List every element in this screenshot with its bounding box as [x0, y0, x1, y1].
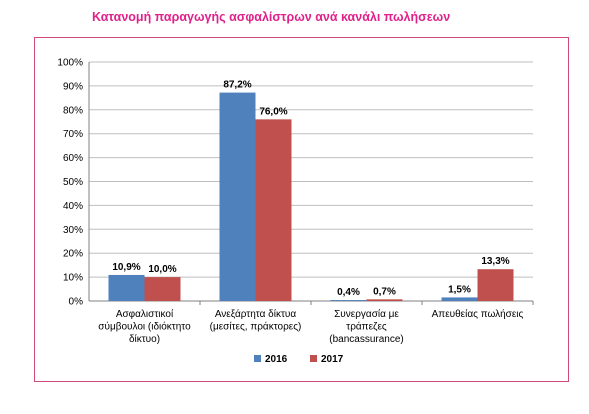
data-label: 13,3%: [481, 256, 509, 267]
data-label: 1,5%: [448, 284, 471, 295]
y-tick-label: 70%: [63, 129, 83, 140]
bar-2016: [441, 297, 478, 301]
y-tick-label: 40%: [63, 201, 83, 212]
y-tick-label: 90%: [63, 81, 83, 92]
legend-label: 2016: [265, 354, 288, 365]
category-label: τράπεζες: [346, 321, 387, 333]
bar-2017: [366, 299, 403, 301]
data-label: 87,2%: [223, 80, 251, 91]
y-tick-label: 10%: [63, 273, 83, 284]
category-label: Ανεξάρτητα δίκτυα: [215, 308, 297, 320]
bar-2017: [477, 269, 514, 301]
category-label: σύμβουλοι (ιδιόκτητο: [98, 321, 191, 333]
y-tick-label: 0%: [69, 297, 84, 308]
data-label: 0,4%: [337, 287, 360, 298]
bar-2016: [108, 274, 145, 301]
y-tick-label: 20%: [63, 249, 83, 260]
legend-swatch-2016: [254, 355, 261, 362]
data-label: 76,0%: [259, 106, 287, 117]
legend-label: 2017: [321, 354, 344, 365]
category-label: (μεσίτες, πράκτορες): [210, 321, 302, 333]
category-label: (bancassurance): [329, 334, 403, 345]
data-label: 10,0%: [148, 264, 176, 275]
y-tick-label: 80%: [63, 105, 83, 116]
bar-2016: [219, 92, 256, 301]
chart-title: Κατανομή παραγωγής ασφαλίστρων ανά κανάλ…: [92, 10, 451, 24]
legend-swatch-2017: [310, 355, 317, 362]
y-tick-label: 60%: [63, 153, 83, 164]
y-tick-label: 30%: [63, 225, 83, 236]
bar-2017: [144, 277, 181, 301]
category-label: Συνεργασία με: [334, 308, 399, 320]
category-label: δίκτυο): [129, 333, 160, 345]
category-label: Απευθείας πωλήσεις: [432, 308, 524, 320]
category-label: Ασφαλιστικοί: [116, 308, 174, 320]
y-tick-label: 50%: [63, 177, 83, 188]
chart-frame: [34, 37, 569, 382]
bar-2016: [330, 300, 367, 301]
bar-2017: [255, 119, 292, 301]
data-label: 10,9%: [112, 262, 140, 273]
y-tick-label: 100%: [57, 58, 83, 69]
data-label: 0,7%: [373, 286, 396, 297]
